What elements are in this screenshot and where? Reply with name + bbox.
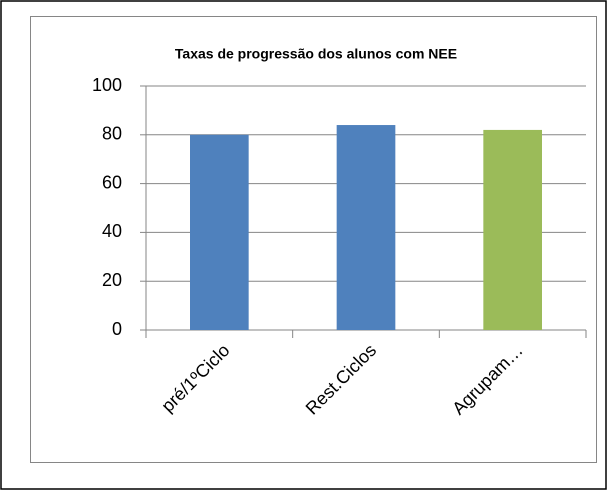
bar [483, 129, 542, 330]
bar [336, 125, 396, 330]
y-tick-label: 20 [102, 270, 122, 290]
y-tick-label: 100 [92, 75, 122, 95]
bar [190, 134, 249, 330]
y-tick-label: 40 [102, 221, 122, 241]
y-tick-label: 80 [102, 124, 122, 144]
chart-title: Taxas de progressão dos alunos com NEE [175, 46, 457, 62]
y-tick-label: 0 [112, 319, 122, 339]
y-tick-label: 60 [102, 172, 122, 192]
